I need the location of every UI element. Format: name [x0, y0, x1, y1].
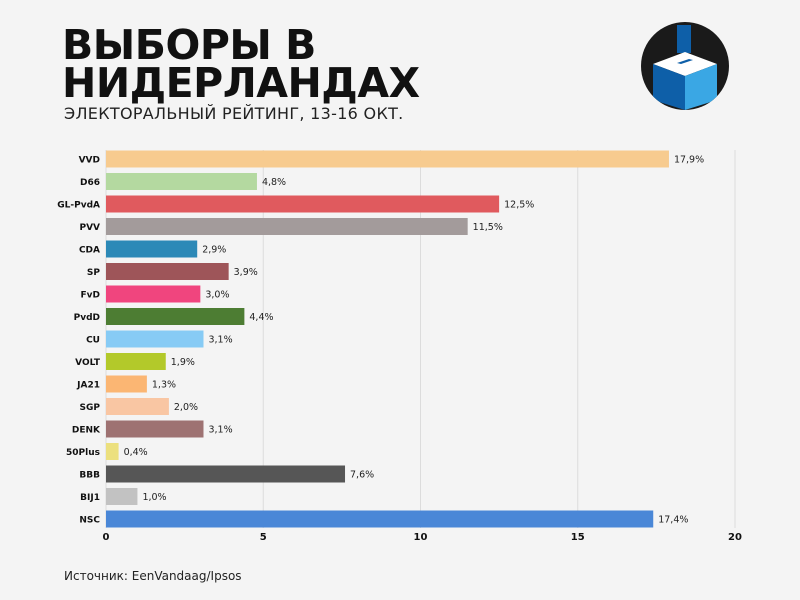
x-tick-label: 10 — [414, 532, 428, 543]
data-label: 3,1% — [208, 335, 232, 346]
data-label: 1,3% — [152, 380, 176, 391]
data-label: 3,0% — [205, 290, 229, 301]
data-label: 17,9% — [674, 155, 704, 166]
subtitle: ЭЛЕКТОРАЛЬНЫЙ РЕЙТИНГ, 13-16 ОКТ. — [64, 104, 404, 123]
title-line-2: НИДЕРЛАНДАХ — [62, 59, 420, 107]
bar — [106, 443, 119, 460]
data-label: 17,4% — [658, 515, 688, 526]
category-label: CDA — [79, 246, 100, 256]
bar — [106, 510, 654, 528]
bar — [106, 330, 204, 348]
data-label: 4,4% — [249, 312, 273, 323]
category-label: CU — [86, 336, 100, 346]
title-line-1: ВЫБОРЫ В — [62, 21, 316, 69]
data-label: 1,9% — [171, 357, 195, 368]
category-label: SP — [87, 268, 100, 278]
bar — [106, 398, 169, 415]
ballot-box-icon — [641, 22, 729, 110]
data-label: 7,6% — [350, 470, 374, 481]
category-label: DENK — [72, 426, 101, 436]
source-note: Источник: EenVandaag/Ipsos — [64, 569, 242, 583]
bar — [106, 420, 204, 438]
bar — [106, 353, 166, 370]
bar — [106, 195, 500, 213]
category-label: D66 — [80, 178, 100, 188]
data-label: 0,4% — [124, 447, 148, 458]
data-label: 4,8% — [262, 177, 286, 188]
data-label: 2,0% — [174, 402, 198, 413]
data-label: 12,5% — [504, 200, 534, 211]
x-tick-label: 20 — [728, 532, 742, 543]
data-label: 1,0% — [142, 492, 166, 503]
bar — [106, 240, 198, 258]
x-tick-label: 15 — [571, 532, 585, 543]
category-label: BBB — [79, 471, 100, 481]
bar — [106, 218, 468, 235]
category-label: VVD — [79, 156, 100, 166]
bar — [106, 263, 229, 280]
data-label: 2,9% — [202, 245, 226, 256]
data-label: 3,9% — [234, 267, 258, 278]
bar — [106, 285, 201, 303]
category-label: PvdD — [74, 313, 100, 323]
x-tick-label: 5 — [260, 532, 267, 543]
category-label: JA21 — [76, 381, 100, 391]
page-title: ВЫБОРЫ В НИДЕРЛАНДАХ — [62, 21, 420, 107]
x-tick-label: 0 — [103, 532, 110, 543]
data-label: 3,1% — [208, 425, 232, 436]
bar — [106, 150, 669, 168]
bar — [106, 465, 346, 483]
bar — [106, 375, 147, 393]
bar — [106, 488, 138, 505]
category-label: VOLT — [75, 358, 101, 368]
category-label: 50Plus — [66, 448, 100, 458]
category-label: BIJ1 — [80, 493, 100, 503]
bar — [106, 173, 257, 190]
bar-chart: 0 5 10 15 20 VVD 17,9% D66 4,8% GL-PvdA 12,5% PVV 11… — [57, 150, 742, 543]
category-label: GL-PvdA — [57, 201, 100, 211]
category-label: PVV — [79, 223, 100, 233]
data-label: 11,5% — [473, 222, 503, 233]
category-label: NSC — [79, 516, 100, 526]
category-label: SGP — [80, 403, 101, 413]
bar — [106, 308, 245, 325]
category-label: FvD — [81, 291, 101, 301]
